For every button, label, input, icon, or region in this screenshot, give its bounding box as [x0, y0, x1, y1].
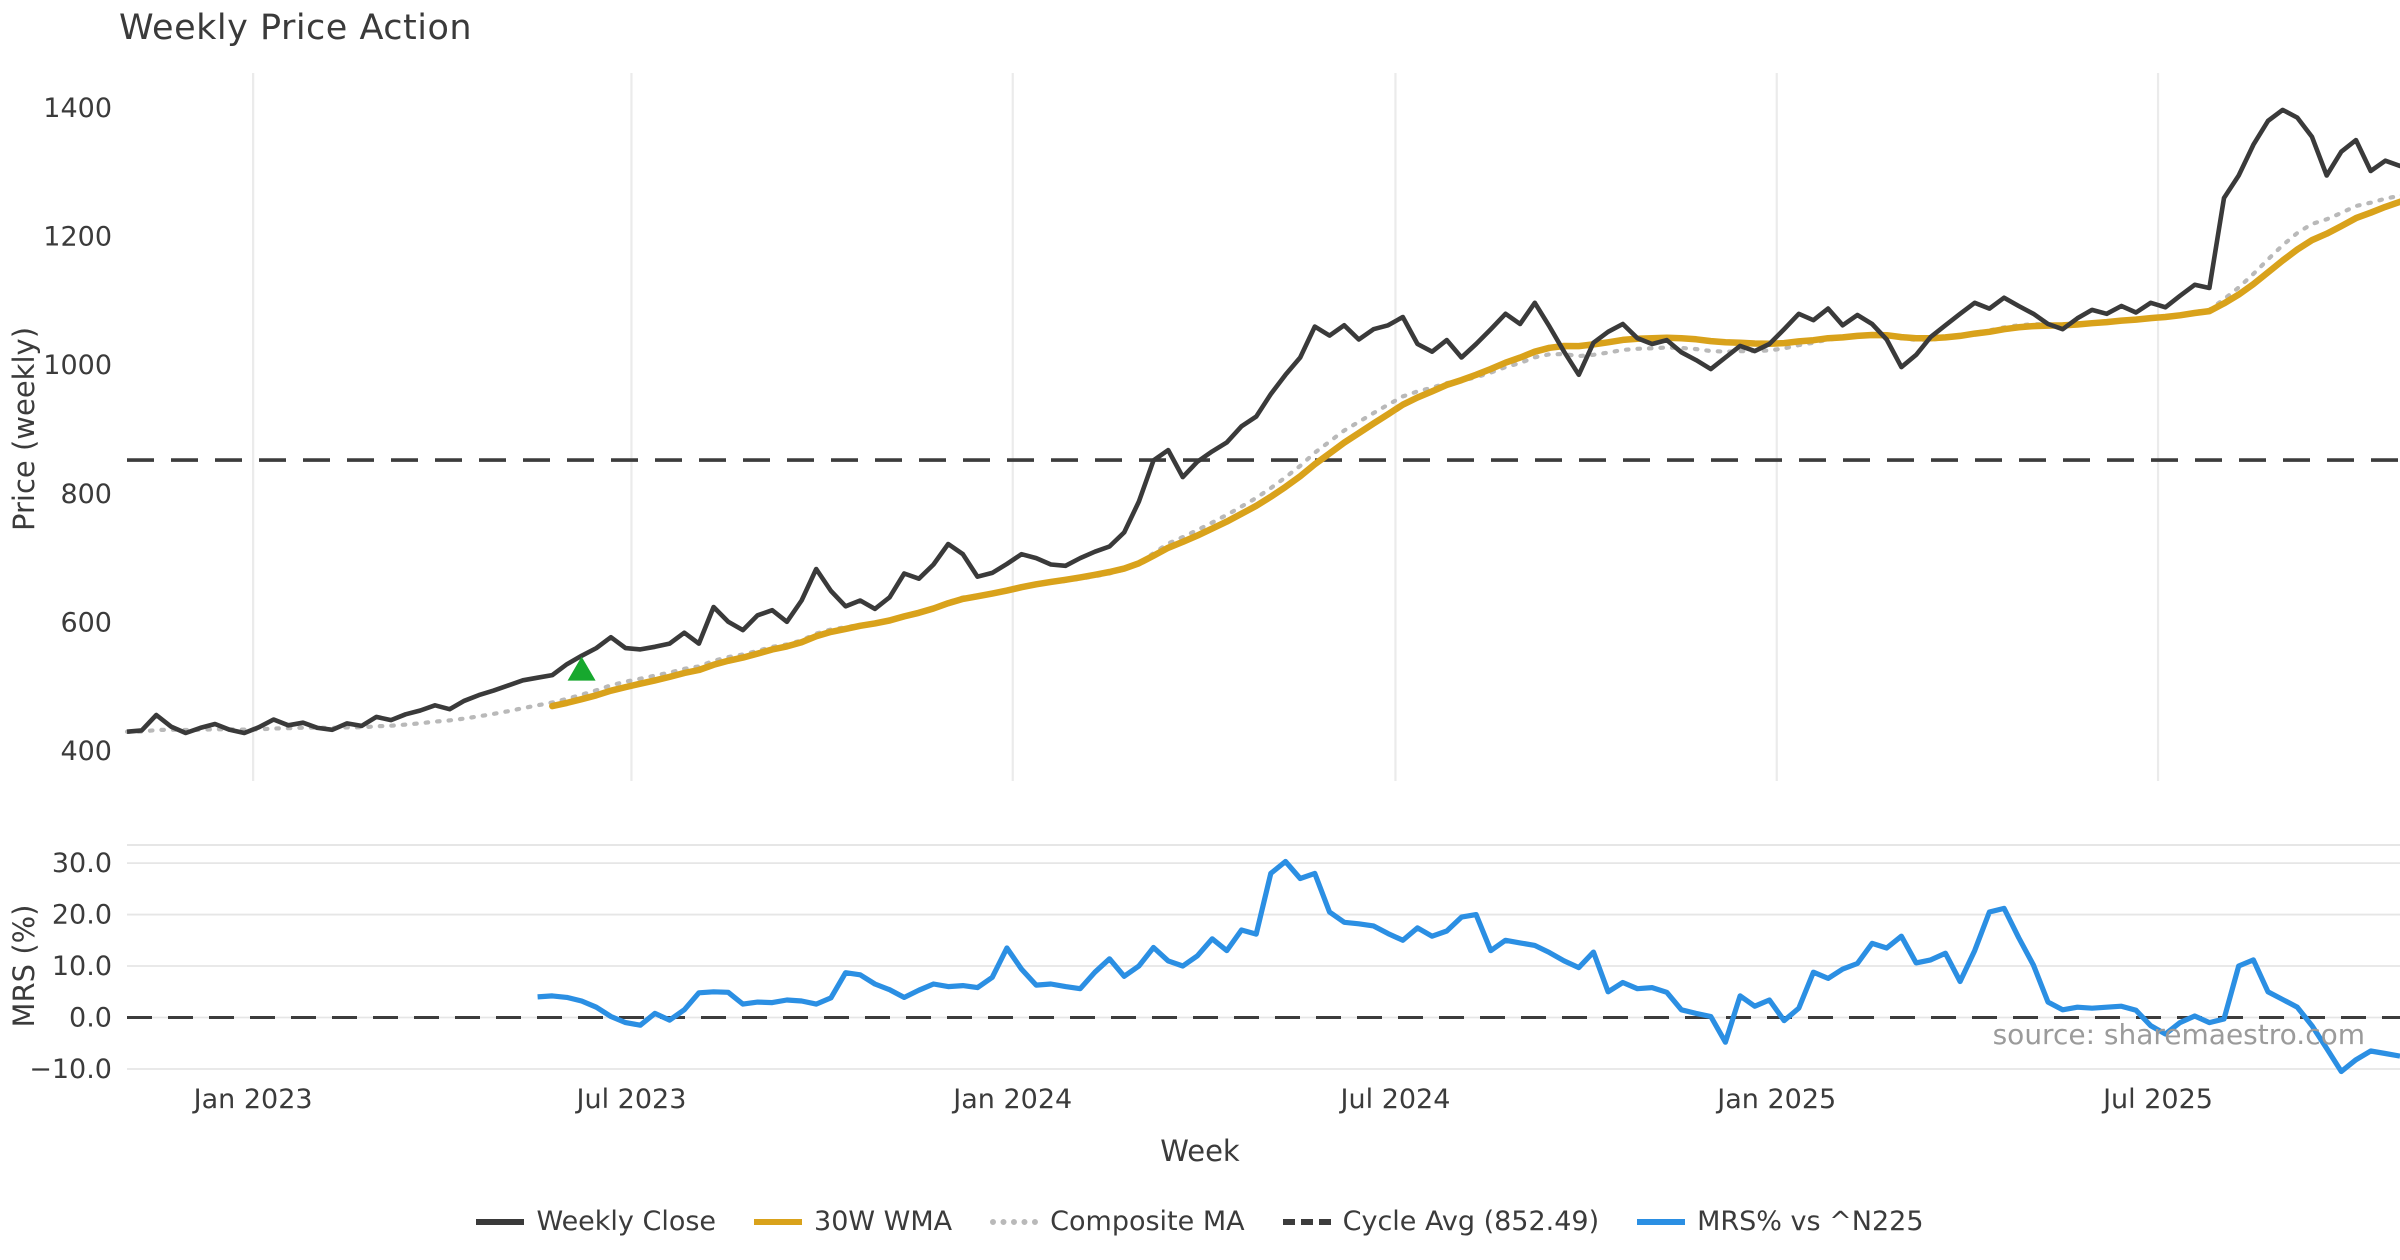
mrs-ytick-label: −10.0	[29, 1054, 112, 1085]
chart-legend: Weekly Close 30W WMA Composite MA Cycle …	[0, 1206, 2400, 1237]
x-axis-title: Week	[1160, 1134, 1240, 1168]
price-ytick-label: 1200	[43, 222, 112, 253]
source-attribution: source: sharemaestro.com	[1992, 1018, 2365, 1051]
composite-ma-line	[124, 193, 2400, 734]
weekly-close-line	[126, 107, 2400, 736]
mrs-ytick-label: 20.0	[52, 900, 112, 931]
legend-item-cycle-avg: Cycle Avg (852.49)	[1282, 1206, 1599, 1237]
mrs-line	[537, 858, 2400, 1075]
legend-item-mrs: MRS% vs ^N225	[1637, 1206, 1924, 1237]
mrs-ytick-label: 10.0	[52, 951, 112, 982]
price-ytick-label: 1400	[43, 93, 112, 124]
wma-line	[549, 198, 2400, 710]
price-ytick-label: 800	[60, 479, 112, 510]
price-ytick-label: 400	[60, 736, 112, 767]
legend-item-weekly-close: Weekly Close	[476, 1206, 716, 1237]
date-tick-label: Jan 2025	[1715, 1084, 1836, 1115]
legend-item-30w-wma: 30W WMA	[754, 1206, 952, 1237]
date-tick-label: Jan 2023	[192, 1084, 313, 1115]
price-ytick-label: 600	[60, 607, 112, 638]
buy-signal-triangle-icon	[567, 656, 596, 681]
cycle-avg-swatch-icon	[1282, 1218, 1331, 1225]
data-series	[124, 107, 2400, 1075]
date-tick-label: Jul 2025	[2101, 1084, 2213, 1115]
date-tick-label: Jul 2023	[575, 1084, 687, 1115]
wma-line-swatch-icon	[754, 1218, 803, 1225]
price-axis-title: Price (weekly)	[7, 327, 41, 531]
mrs-ytick-label: 0.0	[69, 1003, 112, 1034]
mrs-ytick-label: 30.0	[52, 848, 112, 879]
page-title: Weekly Price Action	[119, 8, 473, 48]
weekly-close-line-swatch-icon	[476, 1218, 525, 1225]
date-tick-label: Jan 2024	[951, 1084, 1072, 1115]
mrs-line-swatch-icon	[1637, 1218, 1686, 1225]
date-tick-label: Jul 2024	[1339, 1084, 1451, 1115]
tick-labels: 1400 1200 1000 800 600 400 30.0 20.0 10.0 0.0 −10.…	[29, 93, 2213, 1115]
composite-ma-swatch-icon	[990, 1218, 1039, 1225]
price-ytick-label: 1000	[43, 350, 112, 381]
price-vertical-gridlines	[252, 73, 2160, 781]
mrs-axis-title: MRS (%)	[7, 905, 41, 1028]
legend-item-composite-ma: Composite MA	[990, 1206, 1245, 1237]
